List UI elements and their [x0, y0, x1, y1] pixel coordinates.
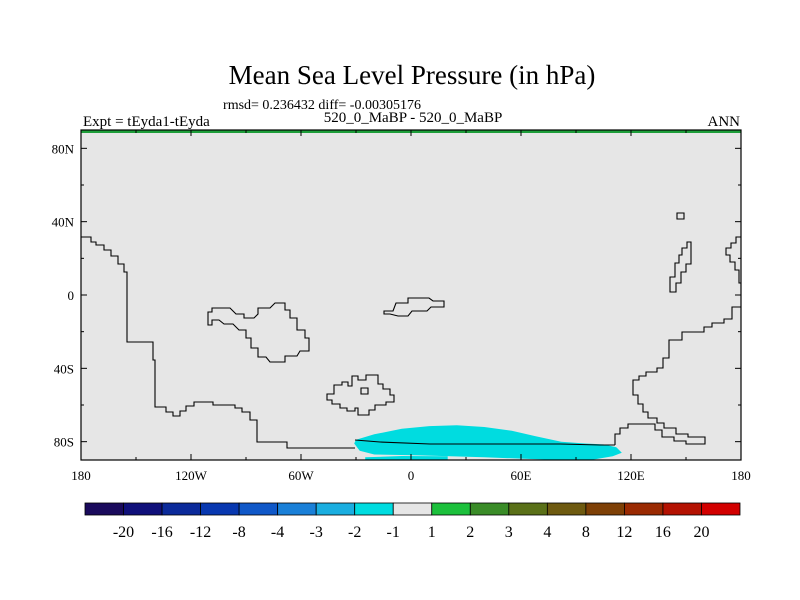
x-tick-label: 180 [71, 468, 91, 483]
colorbar-swatch [469, 502, 510, 516]
colorbar-label: 1 [428, 524, 436, 541]
colorbar-swatch [123, 502, 163, 516]
x-tick-label: 120W [175, 468, 208, 483]
coastline-equatorial-island [383, 297, 445, 317]
x-tick-label: 180 [731, 468, 751, 483]
coastline-southern-inner [360, 387, 369, 395]
colorbar-swatch [662, 502, 702, 516]
colorbar-label: 12 [616, 524, 632, 541]
colorbar-label: 16 [655, 524, 671, 541]
y-tick-label: 40N [52, 215, 75, 230]
colorbar: -20 -16 -12 -8 -4 -3 -2 -1 1 2 3 4 8 12 16 20 [84, 502, 741, 541]
y-tick-label: 40S [54, 361, 74, 376]
colorbar-label: 20 [694, 524, 710, 541]
colorbar-label: 8 [582, 524, 590, 541]
colorbar-swatch [508, 502, 548, 516]
coastline-island-south [207, 302, 310, 363]
colorbar-swatch [238, 502, 279, 516]
coastline-antarctic-edge [354, 439, 615, 446]
right-label: ANN [708, 114, 741, 130]
colorbar-label: -8 [232, 524, 245, 541]
colorbar-swatch [84, 502, 124, 516]
colorbar-swatch [200, 502, 240, 516]
left-label: Expt = tEyda1-tEyda [83, 114, 210, 130]
polar-sliver-anomaly [365, 456, 448, 460]
southern-ocean-negative-anomaly [354, 425, 622, 460]
colorbar-swatch [277, 502, 317, 516]
colorbar-swatch [354, 502, 394, 516]
colorbar-label: -2 [348, 524, 361, 541]
map-background [81, 130, 741, 460]
colorbar-label: -12 [190, 524, 211, 541]
colorbar-label: 4 [543, 524, 551, 541]
map-panel: 180 120W 60W 0 60E 120E 180 80N 40N 0 40S 80S [52, 129, 751, 483]
colorbar-label: -3 [310, 524, 323, 541]
colorbar-label: 2 [466, 524, 474, 541]
coastlines [81, 212, 741, 449]
x-tick-label: 60W [288, 468, 314, 483]
colorbar-swatch [701, 502, 741, 516]
x-tick-label: 120E [617, 468, 645, 483]
stats-line: rmsd= 0.236432 diff= -0.00305176 [223, 98, 421, 113]
coastline-east-peninsula [669, 241, 692, 293]
colorbar-label: -20 [113, 524, 134, 541]
center-label: 520_0_MaBP - 520_0_MaBP [324, 110, 503, 126]
colorbar-swatch [315, 502, 356, 516]
y-tick-label: 80S [54, 435, 74, 450]
colorbar-swatch [161, 502, 201, 516]
colorbar-swatch [546, 502, 587, 516]
colorbar-swatch [431, 502, 471, 516]
colorbar-swatch [392, 502, 433, 516]
colorbar-label: -4 [271, 524, 284, 541]
coastline-americas-west [81, 236, 355, 449]
colorbar-label: -1 [387, 524, 400, 541]
x-tick-label: 60E [511, 468, 532, 483]
coastline-southern-cluster [326, 374, 395, 416]
axis-ticks: 180 120W 60W 0 60E 120E 180 80N 40N 0 40S 80S [52, 130, 751, 483]
y-tick-label: 80N [52, 141, 75, 156]
colorbar-label: 3 [505, 524, 513, 541]
coastline-east-continent [725, 236, 741, 284]
y-tick-label: 0 [68, 288, 75, 303]
colorbar-swatch [624, 502, 664, 516]
figure-title: Mean Sea Level Pressure (in hPa) [229, 60, 596, 90]
coastline-east-coast [614, 306, 741, 445]
colorbar-swatch [585, 502, 625, 516]
x-tick-label: 0 [408, 468, 415, 483]
coastline-small-islet [676, 212, 685, 220]
anomaly-layer [354, 425, 622, 460]
colorbar-label: -16 [151, 524, 172, 541]
